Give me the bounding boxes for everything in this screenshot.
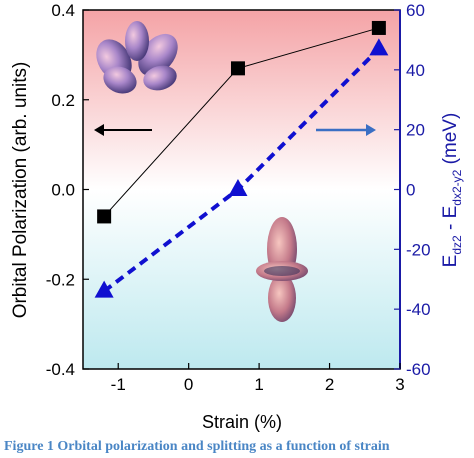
y-right-tick-label: 20 [406,121,425,140]
y-right-tick-label: 40 [406,61,425,80]
polarization-point [230,61,245,76]
y-left-tick-label: 0.0 [51,181,75,200]
chart: -1 0 1 2 3-0.4-0.20.00.20.4-60-40-200204060 … [10,1,464,432]
polarization-point [371,20,386,35]
x-tick-label: 0 [184,375,193,394]
y-left-tick-label: 0.4 [51,1,75,20]
figure-caption: Figure 1 Orbital polarization and splitt… [4,439,390,454]
y-left-tick-label: -0.4 [46,360,75,379]
x-tick-label: 3 [395,375,404,394]
x-tick-label: -1 [111,375,126,394]
y-left-tick-label: -0.2 [46,270,75,289]
x-tick-label: 2 [325,375,334,394]
y-right-tick-label: -40 [406,300,431,319]
orbital-dx2-y2-illustration [96,21,178,94]
y-right-tick-label: -20 [406,240,431,259]
splitting-point [228,178,248,196]
right-axis-arrow [316,124,376,136]
y-axis-label-left: Orbital Polarization (arb. units) [10,62,31,319]
splitting-point [94,280,114,298]
y-right-tick-label: 0 [406,181,415,200]
y-right-tick-label: 60 [406,1,425,20]
y-axis-label-right: Edz2 - Edx2-y2 (meV) [440,113,464,268]
splitting-point [369,38,389,56]
x-axis-label: Strain (%) [202,412,282,432]
x-tick-label: 1 [254,375,263,394]
left-axis-arrow [94,124,152,136]
y-left-tick-label: 0.2 [51,91,75,110]
orbital-dz2-illustration [256,217,308,322]
polarization-point [97,209,112,224]
y-right-tick-label: -60 [406,360,431,379]
